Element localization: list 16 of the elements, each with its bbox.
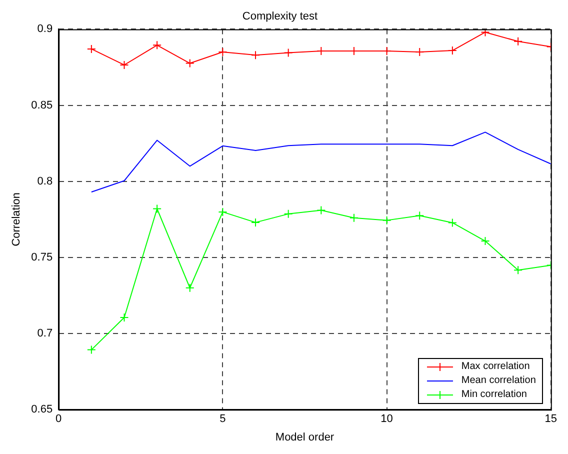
y-tick-label: 0.75 xyxy=(31,251,53,264)
x-tick-label: 0 xyxy=(56,413,62,426)
y-tick-label: 0.65 xyxy=(31,404,53,416)
legend-label: Min correlation xyxy=(461,388,527,402)
x-axis-title: Model order xyxy=(275,431,334,444)
y-tick-label: 0.9 xyxy=(37,23,53,36)
y-tick-label: 0.7 xyxy=(37,328,53,340)
legend-label: Max correlation xyxy=(461,360,530,374)
x-tick-label: 5 xyxy=(220,413,226,426)
chart-title: Complexity test xyxy=(242,10,318,23)
legend-label: Mean correlation xyxy=(461,374,536,388)
y-tick-label: 0.85 xyxy=(31,99,53,112)
y-axis-title: Correlation xyxy=(10,192,23,246)
x-tick-label: 15 xyxy=(544,413,558,426)
x-tick-label: 10 xyxy=(380,413,393,426)
y-tick-label: 0.8 xyxy=(37,175,53,188)
